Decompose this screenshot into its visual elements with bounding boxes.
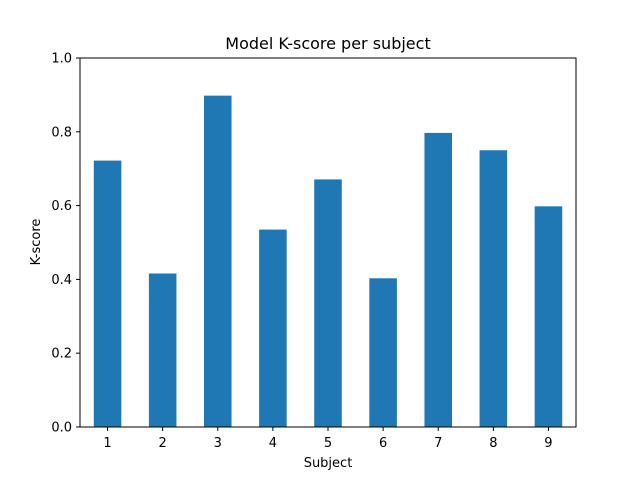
x-axis-ticks: 1 2 3 4 5 6 7 8 9	[103, 427, 553, 451]
bar-subject-7	[424, 132, 452, 428]
y-tick-label: 1.0	[51, 52, 72, 67]
x-tick-label: 1	[103, 436, 111, 451]
y-tick-label: 0.4	[51, 273, 72, 288]
bar-subject-9	[534, 206, 563, 427]
chart-title: Model K-score per subject	[225, 34, 430, 53]
bar-subject-3	[204, 95, 232, 427]
x-axis-label: Subject	[304, 456, 353, 471]
y-tick-label: 0.0	[51, 421, 72, 436]
x-tick-label: 6	[379, 436, 387, 451]
y-axis-label: K-score	[29, 219, 44, 266]
bar-subject-6	[369, 278, 397, 427]
x-tick-label: 5	[324, 436, 332, 451]
x-tick-label: 7	[434, 436, 442, 451]
bar-subject-1	[93, 160, 122, 427]
plot-frame	[79, 57, 577, 428]
bars-group	[93, 95, 563, 428]
bar-subject-2	[148, 273, 177, 427]
x-tick-label: 2	[159, 436, 167, 451]
x-tick-label: 3	[214, 436, 222, 451]
y-axis-ticks: 0.0 0.2 0.4 0.6 0.8 1.0	[51, 52, 80, 436]
x-tick-label: 4	[269, 436, 277, 451]
y-tick-label: 0.8	[51, 125, 72, 140]
y-tick-label: 0.6	[51, 199, 72, 214]
bar-subject-4	[259, 229, 287, 427]
x-tick-label: 9	[544, 436, 552, 451]
x-tick-label: 8	[489, 436, 497, 451]
bar-subject-8	[479, 150, 508, 427]
y-tick-label: 0.2	[51, 347, 72, 362]
bar-subject-5	[314, 179, 342, 427]
